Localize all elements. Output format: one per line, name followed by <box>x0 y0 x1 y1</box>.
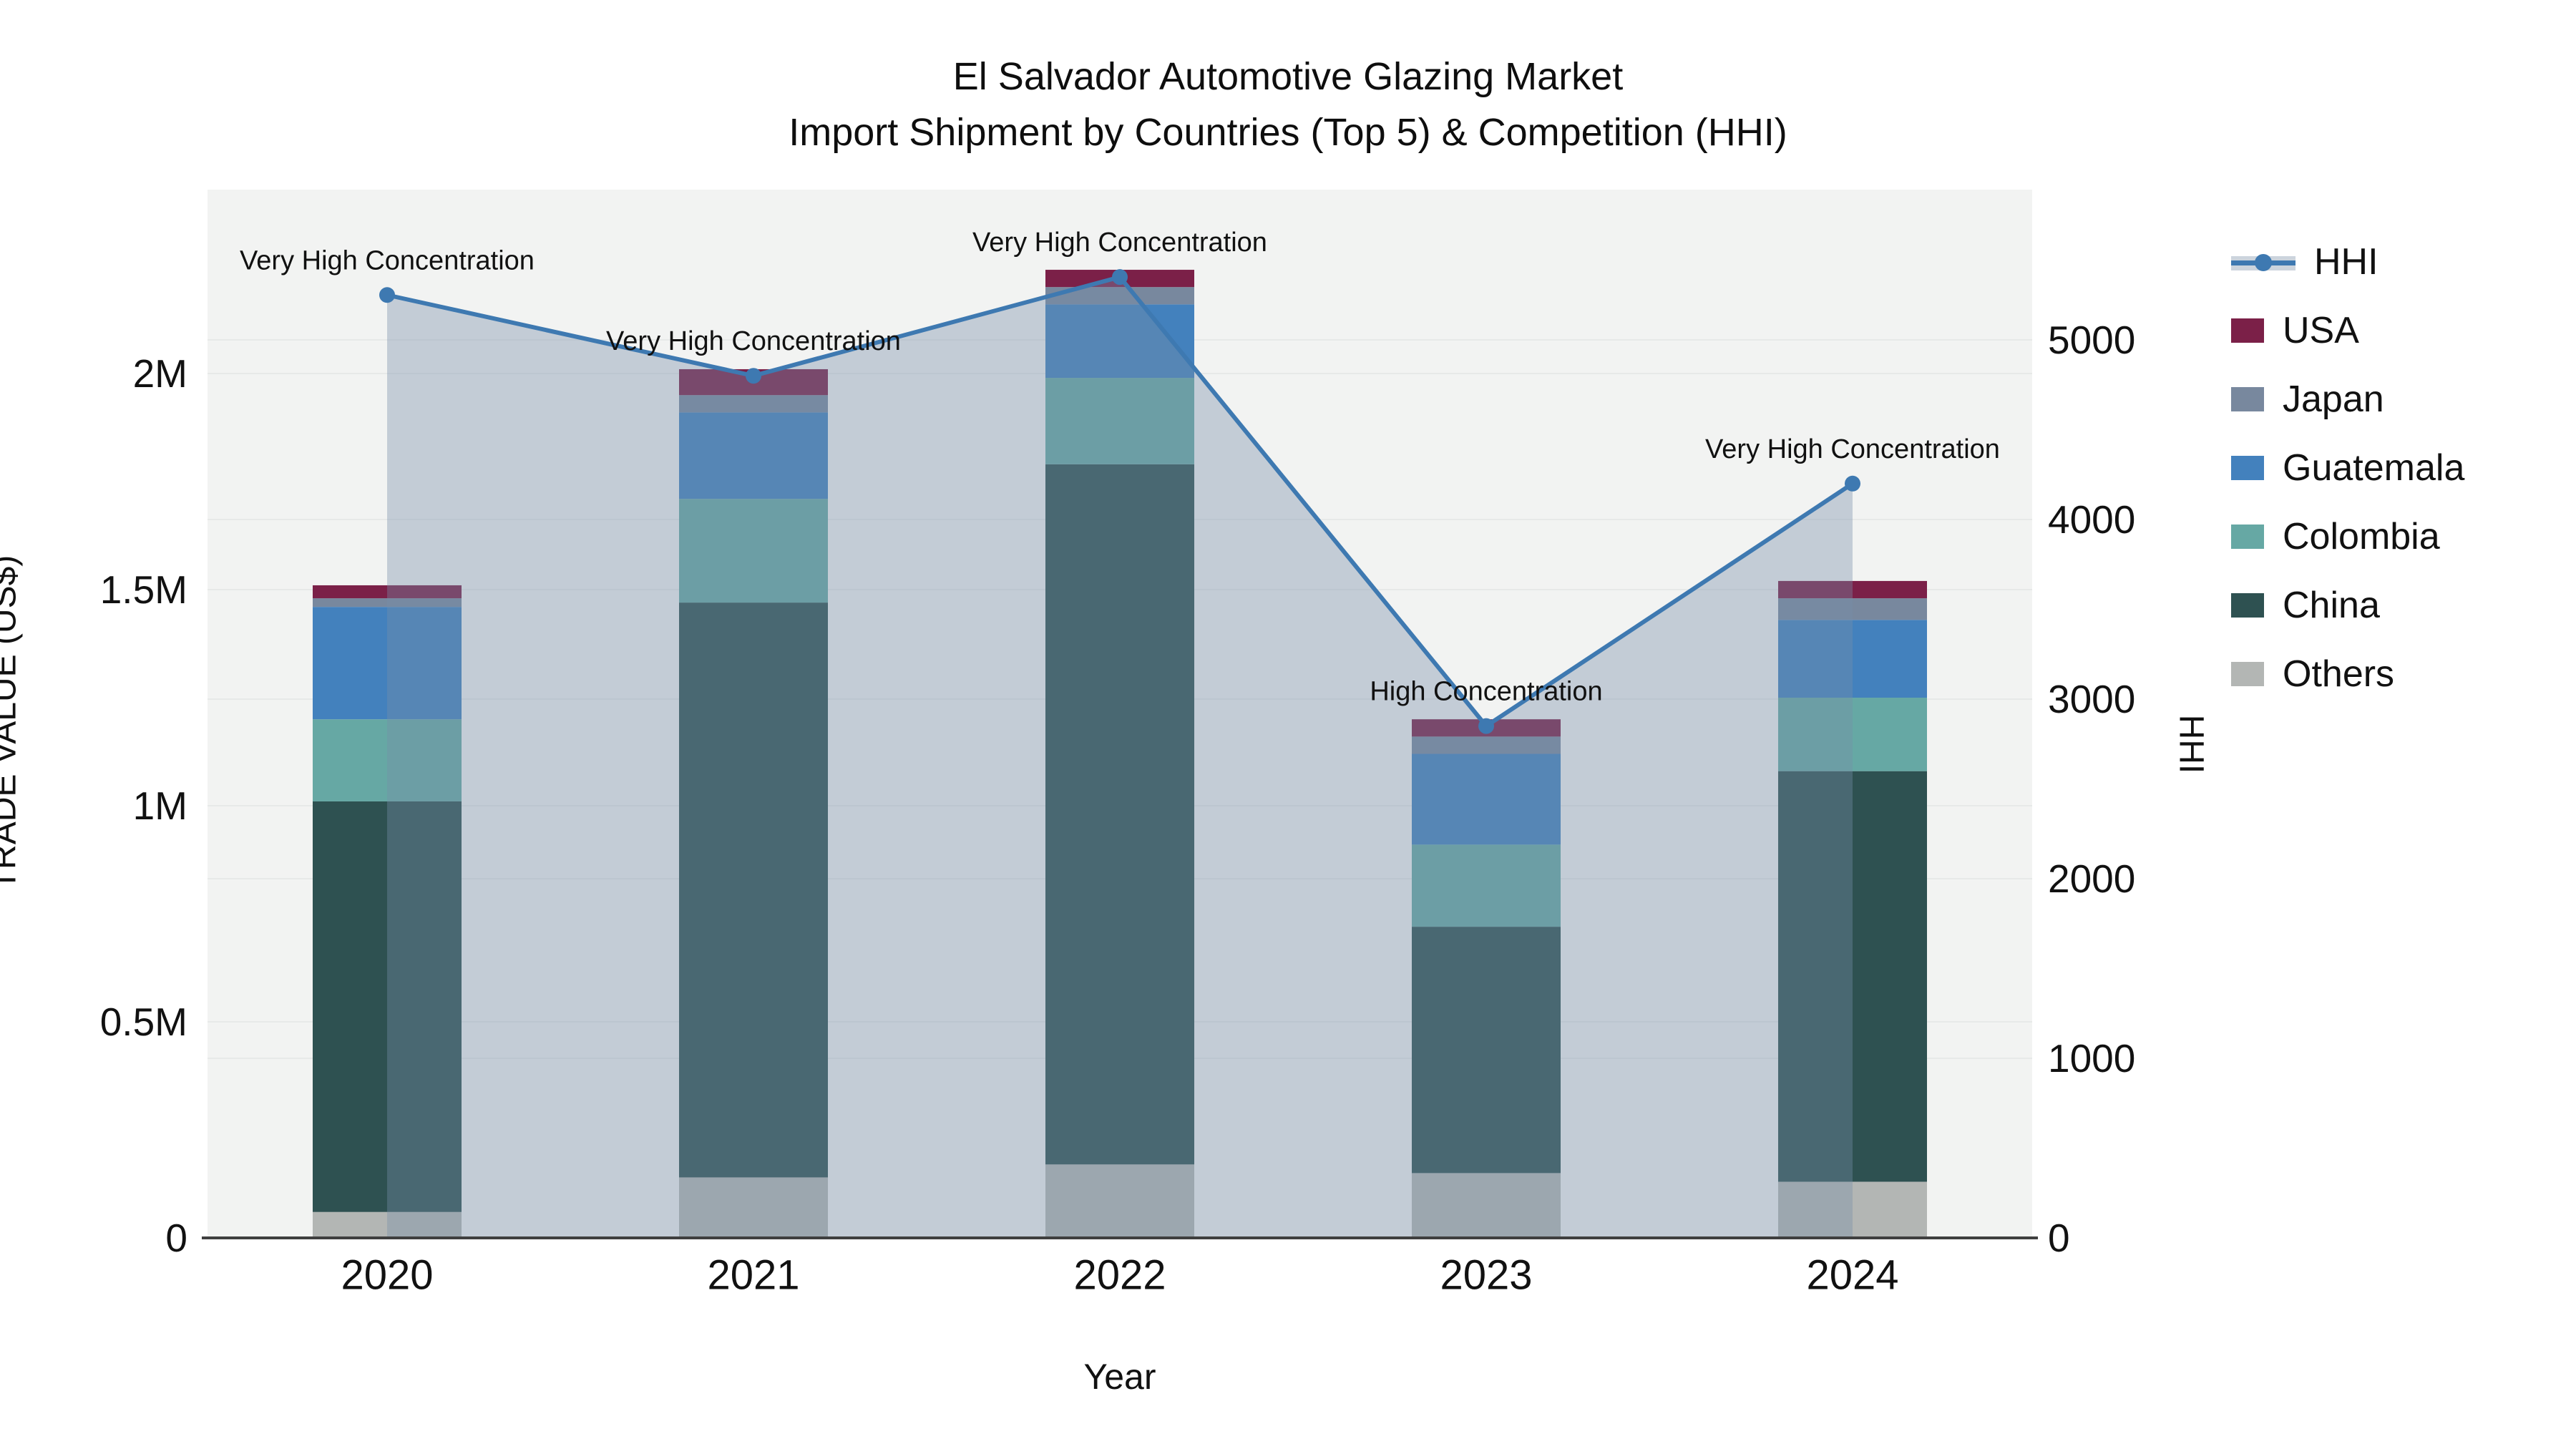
bar-segment-china-2023 <box>1412 927 1561 1174</box>
annotation-2024: Very High Concentration <box>1705 434 2000 464</box>
bar-segment-japan-2020 <box>313 598 462 608</box>
bar-segment-guatemala-2024 <box>1778 620 1927 698</box>
china-swatch-icon <box>2231 593 2264 618</box>
bar-segment-japan-2024 <box>1778 598 1927 620</box>
annotation-2021: Very High Concentration <box>606 326 901 356</box>
guatemala-swatch-icon <box>2231 456 2264 480</box>
legend-label-others: Others <box>2283 653 2395 695</box>
hhi-area <box>387 277 1853 1238</box>
legend-item-china[interactable]: China <box>2231 571 2464 640</box>
legend-item-guatemala[interactable]: Guatemala <box>2231 434 2464 502</box>
legend-label-china: China <box>2283 585 2380 626</box>
bar-segment-japan-2021 <box>679 395 828 413</box>
bar-segment-guatemala-2023 <box>1412 753 1561 845</box>
x-tick-label-2022: 2022 <box>1073 1252 1166 1299</box>
hhi-marker-2022 <box>1112 269 1128 286</box>
bar-segment-colombia-2023 <box>1412 844 1561 927</box>
x-tick-label-2021: 2021 <box>707 1252 799 1299</box>
usa-swatch-icon <box>2231 318 2264 343</box>
legend-label-colombia: Colombia <box>2283 516 2440 557</box>
y-right-tick-label-4000: 4000 <box>2048 497 2135 542</box>
y-left-tick-label-0: 0 <box>165 1216 187 1260</box>
bar-segment-colombia-2020 <box>313 719 462 801</box>
legend-label-hhi: HHI <box>2314 241 2379 283</box>
bar-segment-colombia-2024 <box>1778 698 1927 771</box>
bar-segment-others-2021 <box>679 1177 828 1238</box>
y-left-tick-label-2M: 2M <box>133 351 187 396</box>
bar-segment-guatemala-2020 <box>313 607 462 720</box>
annotation-2023: High Concentration <box>1370 677 1602 707</box>
legend-label-japan: Japan <box>2283 379 2384 420</box>
bar-segment-china-2024 <box>1778 771 1927 1182</box>
x-axis-title: Year <box>1083 1357 1156 1397</box>
hhi-marker-2023 <box>1478 718 1494 734</box>
bar-segment-guatemala-2021 <box>679 412 828 499</box>
bar-segment-china-2020 <box>313 801 462 1212</box>
annotation-2020: Very High Concentration <box>240 245 535 275</box>
y-left-tick-label-1M: 1M <box>133 784 187 828</box>
others-swatch-icon <box>2231 662 2264 686</box>
y-right-tick-label-3000: 3000 <box>2048 677 2135 721</box>
legend-item-colombia[interactable]: Colombia <box>2231 502 2464 571</box>
legend-label-guatemala: Guatemala <box>2283 447 2465 489</box>
bar-segment-others-2023 <box>1412 1173 1561 1238</box>
bar-segment-usa-2020 <box>313 585 462 599</box>
hhi-marker-2024 <box>1845 475 1860 492</box>
legend: HHI USA Japan Guatemala Colombia China Others <box>2231 228 2464 708</box>
bar-segment-usa-2024 <box>1778 580 1927 599</box>
x-tick-label-2020: 2020 <box>341 1252 433 1299</box>
y-left-tick-label-0.5M: 0.5M <box>100 1000 187 1044</box>
bar-segment-colombia-2021 <box>679 499 828 603</box>
bar-segment-others-2024 <box>1778 1181 1927 1238</box>
hhi-marker-2021 <box>746 368 761 384</box>
legend-item-usa[interactable]: USA <box>2231 296 2464 365</box>
legend-item-japan[interactable]: Japan <box>2231 365 2464 434</box>
bar-segment-others-2022 <box>1045 1164 1194 1238</box>
y-axis-left-title: TRADE VALUE (US$) <box>0 555 24 891</box>
chart-title-line2: Import Shipment by Countries (Top 5) & C… <box>789 111 1787 154</box>
y-right-tick-label-1000: 1000 <box>2048 1036 2135 1080</box>
hhi-marker-2020 <box>379 287 395 303</box>
bar-segment-colombia-2022 <box>1045 378 1194 464</box>
chart-title: El Salvador Automotive Glazing Market Im… <box>0 49 2576 160</box>
japan-swatch-icon <box>2231 387 2264 411</box>
bar-segment-others-2020 <box>313 1211 462 1238</box>
chart-title-line1: El Salvador Automotive Glazing Market <box>952 55 1624 98</box>
bar-segment-china-2022 <box>1045 464 1194 1165</box>
y-left-tick-label-1.5M: 1.5M <box>100 567 187 612</box>
hhi-line-sample-icon <box>2231 250 2296 274</box>
x-tick-label-2023: 2023 <box>1440 1252 1532 1299</box>
bar-segment-japan-2023 <box>1412 736 1561 754</box>
bar-segment-china-2021 <box>679 602 828 1178</box>
legend-item-others[interactable]: Others <box>2231 640 2464 708</box>
legend-item-hhi[interactable]: HHI <box>2231 228 2464 296</box>
annotation-2022: Very High Concentration <box>972 228 1267 258</box>
y-axis-right-title: HHI <box>2172 714 2210 774</box>
colombia-swatch-icon <box>2231 525 2264 549</box>
y-right-tick-label-2000: 2000 <box>2048 857 2135 901</box>
y-right-tick-label-5000: 5000 <box>2048 318 2135 362</box>
legend-label-usa: USA <box>2283 310 2359 351</box>
x-tick-label-2024: 2024 <box>1806 1252 1898 1299</box>
y-right-tick-label-0: 0 <box>2048 1216 2070 1260</box>
